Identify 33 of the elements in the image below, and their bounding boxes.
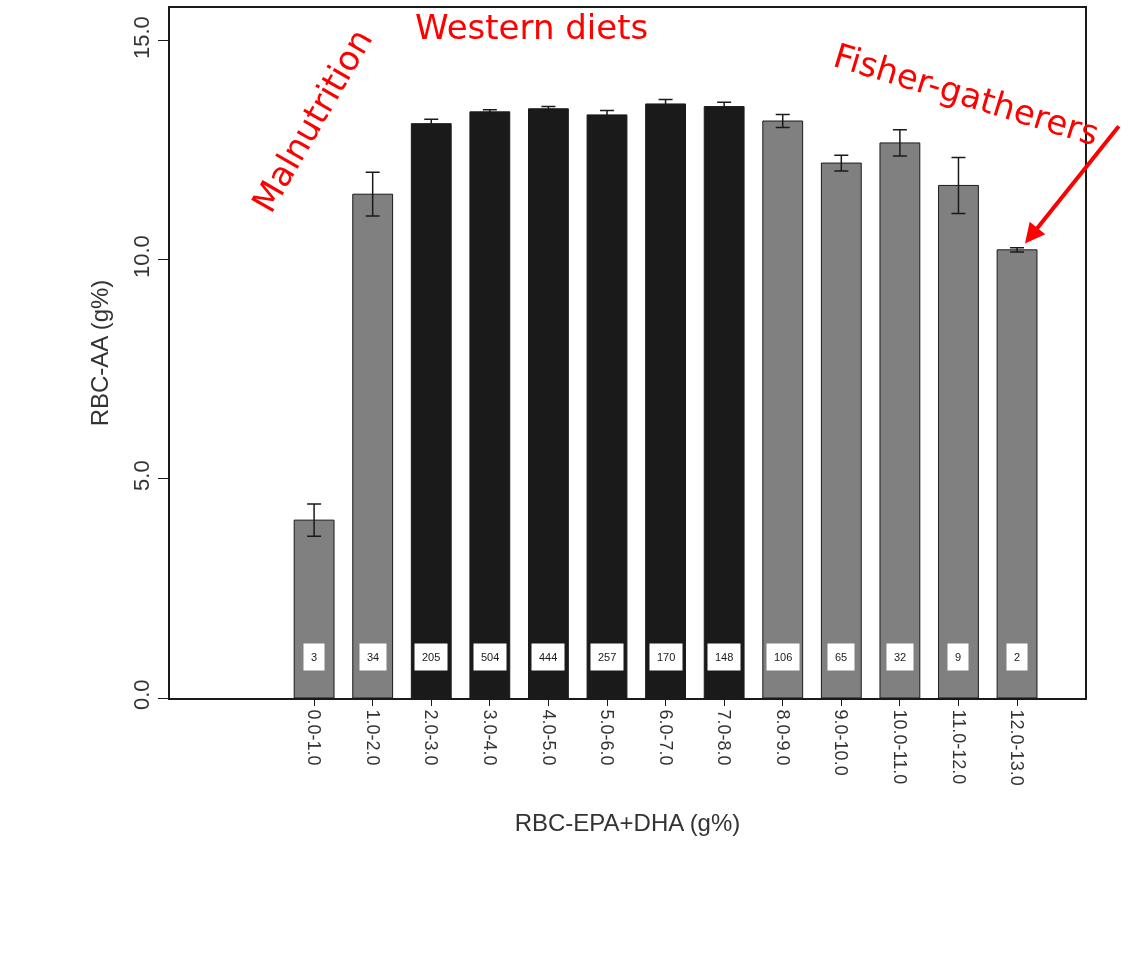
x-tick-label: 3.0-4.0 bbox=[479, 709, 500, 766]
y-tick-label: 0.0 bbox=[129, 679, 155, 710]
x-tick-label: 0.0-1.0 bbox=[304, 709, 325, 766]
x-axis-title: RBC-EPA+DHA (g%) bbox=[514, 809, 741, 837]
x-tick-label: 1.0-2.0 bbox=[362, 709, 383, 766]
annotation: 205 bbox=[422, 651, 441, 663]
y-tick-label: 10.0 bbox=[129, 235, 155, 279]
annotation: 65 bbox=[835, 651, 848, 663]
annotation: Western diets bbox=[415, 7, 649, 47]
x-tick-label: 6.0-7.0 bbox=[655, 709, 676, 766]
y-axis-title: RBC-AA (g%) bbox=[85, 279, 113, 427]
annotation: 9 bbox=[955, 651, 962, 663]
annotation: 34 bbox=[367, 651, 380, 663]
annotation: 148 bbox=[715, 651, 734, 663]
annotation: 504 bbox=[481, 651, 500, 663]
x-tick-label: 2.0-3.0 bbox=[421, 709, 442, 766]
annotation: 257 bbox=[598, 651, 617, 663]
y-tick-label: 15.0 bbox=[129, 16, 155, 59]
annotation: 2 bbox=[1014, 651, 1021, 663]
x-tick-label: 8.0-9.0 bbox=[772, 709, 793, 766]
annotation: 444 bbox=[539, 651, 558, 663]
annotation: 3 bbox=[311, 651, 318, 663]
annotation: 32 bbox=[894, 651, 907, 663]
y-tick-label: 5.0 bbox=[129, 460, 155, 491]
x-tick-label: 4.0-5.0 bbox=[538, 709, 559, 766]
annotation: 170 bbox=[657, 651, 676, 663]
x-tick-label: 9.0-10.0 bbox=[831, 709, 852, 776]
x-tick-label: 10.0-11.0 bbox=[890, 709, 911, 785]
x-tick-label: 5.0-6.0 bbox=[597, 709, 618, 766]
x-tick-label: 7.0-8.0 bbox=[714, 709, 735, 766]
x-tick-label: 11.0-12.0 bbox=[948, 709, 969, 785]
x-tick-label: 12.0-13.0 bbox=[1007, 709, 1028, 786]
annotation: 106 bbox=[774, 651, 793, 663]
